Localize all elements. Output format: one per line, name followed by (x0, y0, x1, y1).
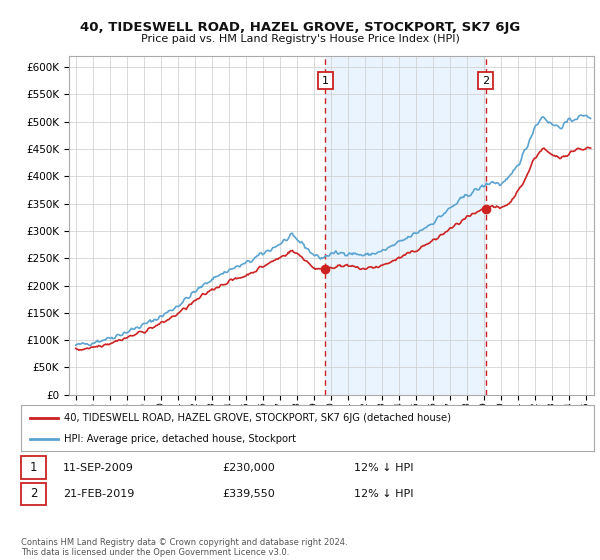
Text: 1: 1 (322, 76, 329, 86)
Text: 12% ↓ HPI: 12% ↓ HPI (354, 463, 413, 473)
Text: 40, TIDESWELL ROAD, HAZEL GROVE, STOCKPORT, SK7 6JG: 40, TIDESWELL ROAD, HAZEL GROVE, STOCKPO… (80, 21, 520, 34)
Text: HPI: Average price, detached house, Stockport: HPI: Average price, detached house, Stoc… (64, 435, 296, 444)
Text: Contains HM Land Registry data © Crown copyright and database right 2024.
This d: Contains HM Land Registry data © Crown c… (21, 538, 347, 557)
Text: Price paid vs. HM Land Registry's House Price Index (HPI): Price paid vs. HM Land Registry's House … (140, 34, 460, 44)
Text: 21-FEB-2019: 21-FEB-2019 (63, 489, 134, 499)
Text: 11-SEP-2009: 11-SEP-2009 (63, 463, 134, 473)
Text: 12% ↓ HPI: 12% ↓ HPI (354, 489, 413, 499)
Text: 1: 1 (30, 461, 37, 474)
Text: 2: 2 (30, 487, 37, 501)
Text: 40, TIDESWELL ROAD, HAZEL GROVE, STOCKPORT, SK7 6JG (detached house): 40, TIDESWELL ROAD, HAZEL GROVE, STOCKPO… (64, 413, 451, 423)
Bar (325, 56, 485, 395)
Text: £339,550: £339,550 (222, 489, 275, 499)
Text: £230,000: £230,000 (222, 463, 275, 473)
Text: 2: 2 (482, 76, 489, 86)
